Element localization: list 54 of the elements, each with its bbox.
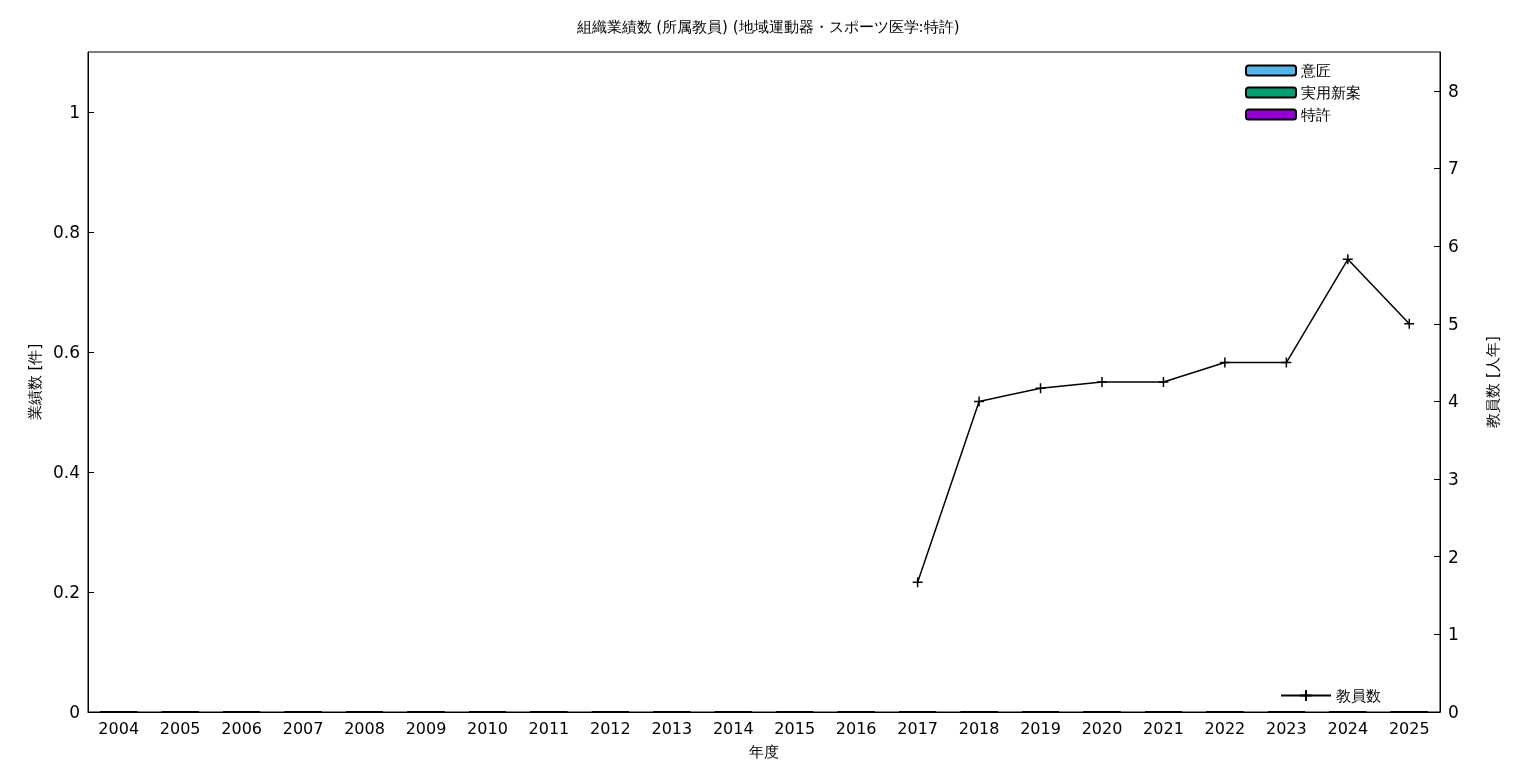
point xyxy=(1403,318,1416,330)
y-tick-label: 0.2 xyxy=(52,582,80,602)
y-axis-title: 業績数 [件] xyxy=(25,343,44,421)
legend-label: 教員数 xyxy=(1336,686,1381,705)
y2-tick-label: 1 xyxy=(1448,624,1459,645)
x-tick-label: 2014 xyxy=(712,718,754,738)
x-tick-label: 2024 xyxy=(1327,718,1369,738)
y-tick-label: 0.8 xyxy=(52,222,80,242)
x-tick-label: 2021 xyxy=(1143,718,1184,738)
x-tick-label: 2012 xyxy=(590,718,631,738)
y-tick-label: 0.6 xyxy=(52,342,80,362)
y2-tick-label: 6 xyxy=(1448,236,1459,257)
y-tick-label: 0.4 xyxy=(52,462,80,482)
x-tick-label: 2025 xyxy=(1388,718,1430,738)
legend-label: 意匠 xyxy=(1300,61,1331,80)
x-tick-label: 2009 xyxy=(405,718,447,738)
y2-tick-label: 3 xyxy=(1448,469,1459,490)
x-tick-label: 2020 xyxy=(1081,718,1123,738)
x-tick-label: 2018 xyxy=(958,718,1000,738)
x-tick-label: 2005 xyxy=(159,718,201,738)
x-tick-label: 2022 xyxy=(1204,718,1246,738)
y2-tick-label: 2 xyxy=(1448,546,1459,567)
x-tick-label: 2011 xyxy=(528,718,570,738)
x-tick-label: 2013 xyxy=(651,718,693,738)
point xyxy=(1219,356,1231,369)
legend-label: 特許 xyxy=(1301,105,1331,124)
x-tick-label: 2019 xyxy=(1020,718,1061,738)
point xyxy=(1342,253,1354,266)
y-tick-label: 1 xyxy=(69,102,80,122)
y2-tick-label: 7 xyxy=(1448,158,1459,179)
y2-tick-label: 4 xyxy=(1448,391,1459,412)
point xyxy=(973,395,985,408)
x-tick-label: 2004 xyxy=(98,718,140,738)
point xyxy=(1280,356,1293,369)
x-tick-label: 2008 xyxy=(344,718,385,738)
x-tick-label: 2010 xyxy=(467,718,508,738)
y2-tick-label: 5 xyxy=(1448,313,1459,334)
x-tick-label: 2015 xyxy=(774,718,816,738)
y2-tick-label: 0 xyxy=(1448,702,1459,722)
point xyxy=(911,576,924,589)
x-tick-label: 2023 xyxy=(1266,718,1307,738)
chart-title: 組織業績数 (所属教員) (地域運動器・スポーツ医学:特許) xyxy=(575,17,960,36)
point xyxy=(1157,376,1170,388)
x-axis-title: 年度 xyxy=(749,742,779,761)
x-tick-label: 2017 xyxy=(897,718,938,738)
y2-axis-title: 教員数 [人年] xyxy=(1483,336,1502,428)
point xyxy=(1034,382,1047,394)
x-tick-label: 2016 xyxy=(835,718,877,738)
x-tick-label: 2006 xyxy=(221,718,262,738)
x-tick-label: 2007 xyxy=(282,718,324,738)
y2-tick-label: 8 xyxy=(1448,80,1459,101)
point xyxy=(1096,376,1108,388)
legend-label: 実用新案 xyxy=(1301,83,1361,102)
y-tick-label: 0 xyxy=(69,702,80,722)
